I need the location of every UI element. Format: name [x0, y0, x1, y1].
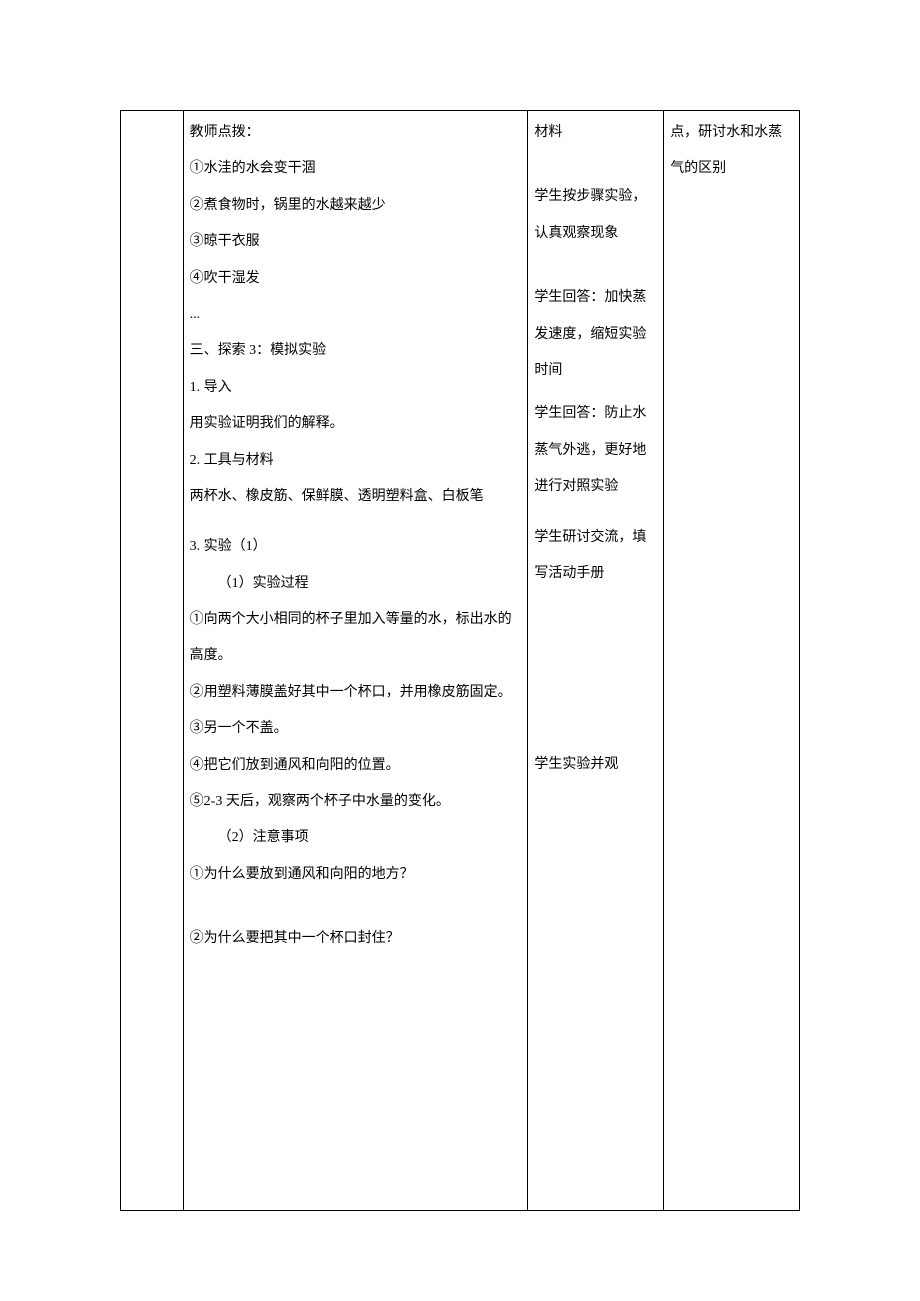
spacer [534, 506, 657, 520]
text-line: 两杯水、橡皮筋、保鲜膜、透明塑料盒、白板笔 [190, 479, 522, 515]
text-line: （2）注意事项 [190, 820, 522, 856]
text-line: ③另一个不盖。 [190, 711, 522, 747]
text-line: 学生回答：防止水蒸气外逃，更好地进行对照实验 [534, 396, 657, 505]
spacer [534, 592, 657, 747]
text-line: 教师点拨： [190, 115, 522, 151]
text-line: ①水洼的水会变干涸 [190, 151, 522, 187]
text-line: 学生按步骤实验，认真观察现象 [534, 179, 657, 252]
spacer [190, 907, 522, 921]
text-line: ④把它们放到通风和向阳的位置。 [190, 748, 522, 784]
text-line: 点，研讨水和水蒸气的区别 [670, 115, 793, 188]
text-line: ①向两个大小相同的杯子里加入等量的水，标出水的高度。 [190, 602, 522, 675]
text-line: ... [190, 297, 522, 333]
spacer [534, 389, 657, 396]
text-line: 学生研讨交流，填写活动手册 [534, 520, 657, 593]
text-line: （1）实验过程 [190, 566, 522, 602]
text-line: ⑤2-3 天后，观察两个杯子中水量的变化。 [190, 784, 522, 820]
text-line: 材料 [534, 115, 657, 151]
document-page: 教师点拨： ①水洼的水会变干涸 ②煮食物时，锅里的水越来越少 ③晾干衣服 ④吹干… [0, 0, 920, 1301]
stub-cell [121, 111, 184, 1211]
text-line: ②煮食物时，锅里的水越来越少 [190, 188, 522, 224]
text-line: ④吹干湿发 [190, 261, 522, 297]
text-line: 学生回答：加快蒸发速度，缩短实验时间 [534, 280, 657, 389]
spacer [534, 266, 657, 280]
spacer [190, 893, 522, 907]
spacer [534, 151, 657, 165]
text-line: 1. 导入 [190, 370, 522, 406]
student-activity-cell: 材料 学生按步骤实验，认真观察现象 学生回答：加快蒸发速度，缩短实验时间 学生回… [528, 111, 664, 1211]
text-line: ②为什么要把其中一个杯口封住？ [190, 921, 522, 957]
text-line: 学生实验并观 [534, 747, 657, 783]
teacher-activity-cell: 教师点拨： ①水洼的水会变干涸 ②煮食物时，锅里的水越来越少 ③晾干衣服 ④吹干… [183, 111, 528, 1211]
spacer [534, 165, 657, 179]
lesson-plan-table: 教师点拨： ①水洼的水会变干涸 ②煮食物时，锅里的水越来越少 ③晾干衣服 ④吹干… [120, 110, 800, 1211]
text-line: ②用塑料薄膜盖好其中一个杯口，并用橡皮筋固定。 [190, 675, 522, 711]
text-line: 用实验证明我们的解释。 [190, 406, 522, 442]
table-row: 教师点拨： ①水洼的水会变干涸 ②煮食物时，锅里的水越来越少 ③晾干衣服 ④吹干… [121, 111, 800, 1211]
text-line: 3. 实验（1） [190, 529, 522, 565]
text-line: ①为什么要放到通风和向阳的地方？ [190, 857, 522, 893]
spacer [190, 515, 522, 529]
section-heading: 三、探索 3：模拟实验 [190, 333, 522, 369]
spacer [534, 252, 657, 266]
text-line: 2. 工具与材料 [190, 443, 522, 479]
text-line: ③晾干衣服 [190, 224, 522, 260]
design-intent-cell: 点，研讨水和水蒸气的区别 [664, 111, 800, 1211]
